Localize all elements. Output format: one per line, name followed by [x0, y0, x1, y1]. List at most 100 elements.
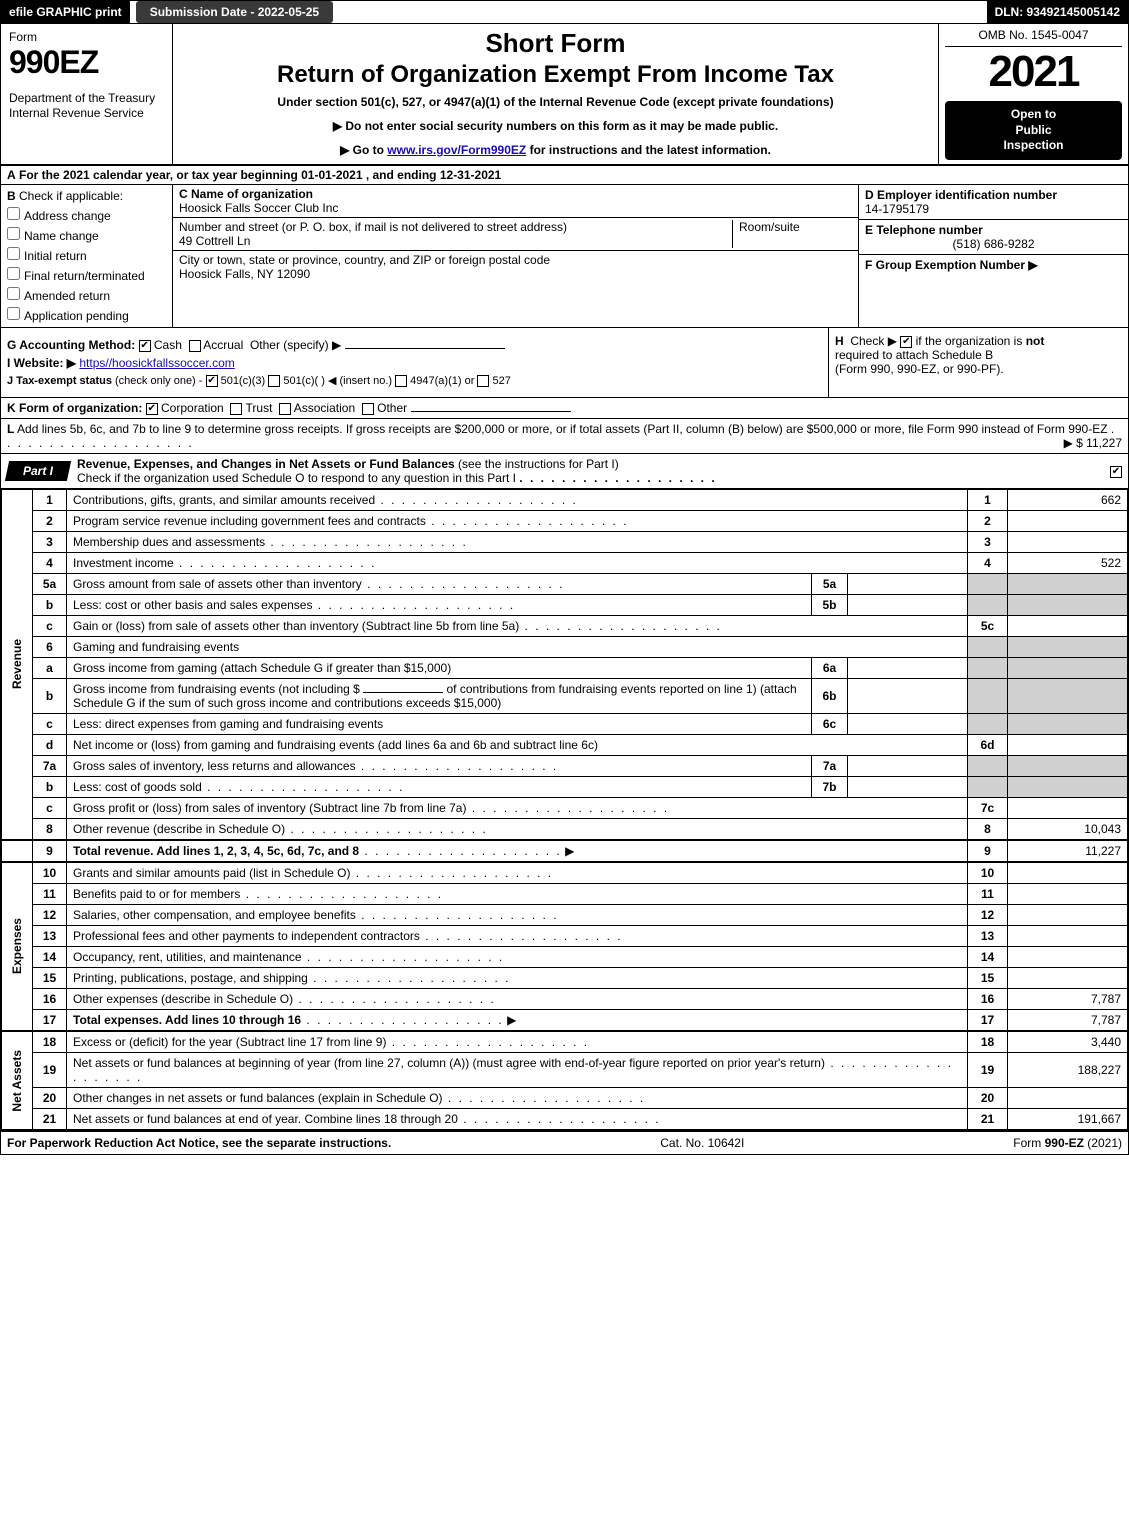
table-row: Revenue 1 Contributions, gifts, grants, …	[2, 489, 1128, 510]
mini-col-n: 6a	[812, 657, 848, 678]
table-row: 2 Program service revenue including gove…	[2, 510, 1128, 531]
chk-501c[interactable]	[268, 375, 280, 387]
chk-address-change[interactable]: Address change	[7, 207, 166, 223]
table-row: 5a Gross amount from sale of assets othe…	[2, 573, 1128, 594]
tax-year: 2021	[945, 47, 1122, 97]
line-amount	[1008, 713, 1128, 734]
title-short-form: Short Form	[181, 28, 930, 59]
contrib-input[interactable]	[363, 692, 443, 693]
k-other-input[interactable]	[411, 411, 571, 412]
chk-cash[interactable]	[139, 340, 151, 352]
line-amount	[1008, 967, 1128, 988]
table-row: 8 Other revenue (describe in Schedule O)…	[2, 818, 1128, 840]
checkbox-icon[interactable]	[7, 287, 20, 300]
mini-col-n: 5a	[812, 573, 848, 594]
table-row: 7a Gross sales of inventory, less return…	[2, 755, 1128, 776]
col-b-subtitle: Check if applicable:	[19, 189, 123, 203]
part-1-subtitle: (see the instructions for Part I)	[458, 457, 619, 471]
checkbox-icon[interactable]	[7, 267, 20, 280]
chk-4947[interactable]	[395, 375, 407, 387]
j-o4: 527	[493, 375, 511, 387]
table-row: 17 Total expenses. Add lines 10 through …	[2, 1009, 1128, 1031]
checkbox-icon[interactable]	[7, 307, 20, 320]
line-col-n: 19	[968, 1052, 1008, 1087]
h-text4: (Form 990, 990-EZ, or 990-PF).	[835, 362, 1004, 376]
form-page: efile GRAPHIC print Submission Date - 20…	[0, 0, 1129, 1155]
line-amount	[1008, 531, 1128, 552]
line-col-n: 9	[968, 840, 1008, 862]
checkbox-icon[interactable]	[7, 247, 20, 260]
efile-label[interactable]: efile GRAPHIC print	[1, 1, 130, 23]
line-col-n: 17	[968, 1009, 1008, 1031]
spacer	[2, 840, 33, 862]
line-desc: Occupancy, rent, utilities, and maintena…	[67, 946, 968, 967]
line-number: a	[33, 657, 67, 678]
chk-trust[interactable]	[230, 403, 242, 415]
part-1-tab-text: Part I	[23, 464, 53, 478]
line-col-n: 15	[968, 967, 1008, 988]
chk-application-pending[interactable]: Application pending	[7, 307, 166, 323]
table-row: c Less: direct expenses from gaming and …	[2, 713, 1128, 734]
line-desc: Professional fees and other payments to …	[67, 925, 968, 946]
f-group-row: F Group Exemption Number ▶	[859, 255, 1128, 275]
line-desc: Less: direct expenses from gaming and fu…	[67, 713, 812, 734]
subtitle-goto-pre: ▶ Go to	[340, 143, 387, 157]
mini-col-n: 6b	[812, 678, 848, 713]
table-row: 20 Other changes in net assets or fund b…	[2, 1087, 1128, 1108]
line-desc: Gross income from gaming (attach Schedul…	[67, 657, 812, 678]
mini-col-v	[848, 713, 968, 734]
chk-name-change[interactable]: Name change	[7, 227, 166, 243]
mini-col-v	[848, 594, 968, 615]
table-row: 21 Net assets or fund balances at end of…	[2, 1108, 1128, 1129]
irs-link[interactable]: www.irs.gov/Form990EZ	[387, 143, 526, 157]
chk-amended-return[interactable]: Amended return	[7, 287, 166, 303]
chk-corporation[interactable]	[146, 403, 158, 415]
checkbox-icon[interactable]	[7, 227, 20, 240]
c-city-label: City or town, state or province, country…	[179, 253, 550, 267]
chk-schedule-b-not-required[interactable]	[900, 336, 912, 348]
line-amount: 3,440	[1008, 1031, 1128, 1053]
chk-initial-return[interactable]: Initial return	[7, 247, 166, 263]
chk-final-return[interactable]: Final return/terminated	[7, 267, 166, 283]
g-other-input[interactable]	[345, 348, 505, 349]
line-desc: Other revenue (describe in Schedule O)	[67, 818, 968, 840]
chk-501c3[interactable]	[206, 375, 218, 387]
line-col-n: 18	[968, 1031, 1008, 1053]
table-row: 16 Other expenses (describe in Schedule …	[2, 988, 1128, 1009]
line-desc: Investment income	[67, 552, 968, 573]
line-desc: Gross income from fundraising events (no…	[67, 678, 812, 713]
chk-association[interactable]	[279, 403, 291, 415]
line-col-n: 3	[968, 531, 1008, 552]
c-city-value: Hoosick Falls, NY 12090	[179, 267, 550, 281]
line-col-n: 11	[968, 883, 1008, 904]
line-amount: 522	[1008, 552, 1128, 573]
chk-527[interactable]	[477, 375, 489, 387]
line-desc: Net assets or fund balances at end of ye…	[67, 1108, 968, 1129]
g-cash: Cash	[154, 338, 182, 352]
line-desc: Program service revenue including govern…	[67, 510, 968, 531]
line-number: 4	[33, 552, 67, 573]
f-group-label: F Group Exemption Number ▶	[865, 258, 1122, 272]
line-col-n: 21	[968, 1108, 1008, 1129]
line-number: d	[33, 734, 67, 755]
mini-col-n: 5b	[812, 594, 848, 615]
line-desc: Gross profit or (loss) from sales of inv…	[67, 797, 968, 818]
column-c: C Name of organization Hoosick Falls Soc…	[173, 185, 858, 327]
checkbox-icon[interactable]	[7, 207, 20, 220]
line-number: 7a	[33, 755, 67, 776]
chk-label: Address change	[24, 209, 111, 223]
chk-other[interactable]	[362, 403, 374, 415]
line-g: G Accounting Method: Cash Accrual Other …	[7, 338, 822, 352]
part-1-checkbox[interactable]	[1110, 464, 1128, 478]
row-k: K Form of organization: Corporation Trus…	[1, 398, 1128, 419]
chk-accrual[interactable]	[189, 340, 201, 352]
checkbox-icon[interactable]	[1110, 466, 1122, 478]
part-1-table: Revenue 1 Contributions, gifts, grants, …	[1, 489, 1128, 1130]
j-o2: 501(c)( ) ◀ (insert no.)	[283, 375, 392, 387]
subtitle-goto: ▶ Go to www.irs.gov/Form990EZ for instru…	[181, 143, 930, 157]
website-link[interactable]: https//hoosickfallssoccer.com	[79, 356, 234, 370]
k-corp: Corporation	[161, 401, 224, 415]
table-row: 15 Printing, publications, postage, and …	[2, 967, 1128, 988]
line-desc: Less: cost of goods sold	[67, 776, 812, 797]
line-amount	[1008, 1087, 1128, 1108]
